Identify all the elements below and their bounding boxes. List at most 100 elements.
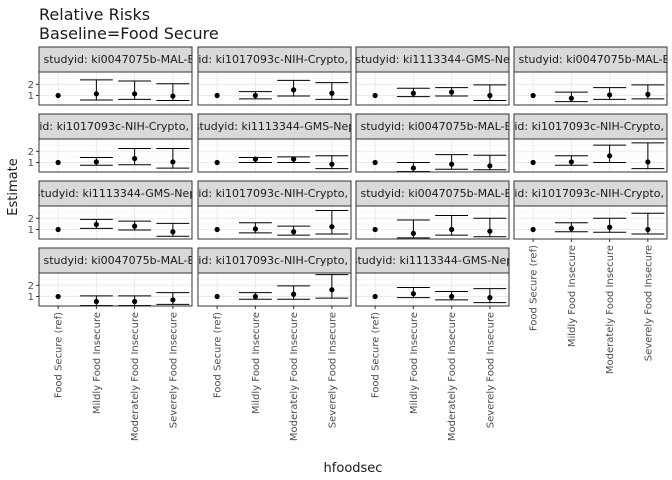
facet-panel: yid: ki1017093c-NIH-Crypto, s Food Secure… [513, 180, 668, 374]
estimate-point [645, 159, 651, 165]
facet-strip-label: , studyid: ki0047075b-MAL-E [37, 53, 195, 66]
x-tick-label: Moderately Food Insecure [605, 245, 616, 374]
chart-subtitle: Baseline=Food Secure [39, 24, 219, 43]
facet-strip [355, 46, 510, 73]
estimate-point [449, 89, 455, 95]
plot-background [356, 72, 509, 105]
estimate-point [372, 159, 378, 166]
estimate-point [214, 226, 220, 233]
estimate-point [410, 291, 416, 297]
estimate-point [55, 226, 61, 233]
estimate-point [530, 159, 536, 166]
estimate-point [329, 90, 335, 96]
y-tick-label: 2 [28, 147, 34, 158]
panel-border [513, 138, 668, 173]
facet-panel: studyid: ki1113344-GMS-Nep Food Secure (r… [352, 247, 513, 441]
facet-strip [197, 247, 352, 274]
panel-border [38, 138, 193, 173]
estimate-point [170, 229, 176, 235]
estimate-point [372, 293, 378, 300]
estimate-point [291, 229, 297, 235]
facet-strip-label: yid: ki1017093c-NIH-Crypto, s [192, 187, 358, 200]
estimate-point [214, 159, 220, 166]
panel-border [38, 71, 193, 106]
facet-panel: studyid: ki1113344-GMS-Ne [355, 46, 510, 106]
facet-strip-label: , studyid: ki0047075b-MAL-E [354, 120, 512, 133]
estimate-point [410, 90, 416, 96]
panel-border [355, 272, 510, 307]
panel-border [355, 71, 510, 106]
estimate-point [607, 153, 613, 159]
estimate-point [329, 287, 335, 293]
x-tick-label: Severely Food Insecure [327, 312, 338, 428]
panel-border [197, 272, 352, 307]
facet-panel: yid: ki1017093c-NIH-Crypto, s 12 [28, 113, 199, 173]
plot-background [356, 206, 509, 239]
panel-border [197, 71, 352, 106]
estimate-point [410, 230, 416, 237]
facet-panel: yid: ki1017093c-NIH-Crypto, s Food Secure… [197, 247, 352, 441]
panel-border [197, 205, 352, 240]
estimate-point [645, 91, 651, 97]
plot-background [198, 72, 351, 105]
plot-background [39, 139, 192, 172]
estimate-point [372, 226, 378, 233]
plot-background [39, 273, 192, 306]
facet-strip-label: studyid: ki1113344-GMS-Nep [352, 254, 513, 267]
facet-strip-label: studyid: ki1113344-GMS-Nep [194, 120, 355, 133]
x-tick-label: Food Secure (ref) [54, 312, 65, 398]
panel-border [513, 205, 668, 240]
facet-strip-label: yid: ki1017093c-NIH-Crypto, s [192, 53, 358, 66]
estimate-point [132, 155, 138, 162]
estimate-point [93, 91, 99, 97]
estimate-point [487, 228, 493, 234]
estimate-point [329, 224, 335, 230]
estimate-point [607, 92, 613, 98]
x-tick-label: Moderately Food Insecure [447, 312, 458, 441]
facet-strip [513, 180, 668, 207]
estimate-point [93, 298, 99, 305]
plot-background [39, 72, 192, 105]
estimate-point [645, 226, 651, 233]
x-tick-label: Moderately Food Insecure [130, 312, 141, 441]
x-tick-label: Mildly Food Insecure [567, 245, 578, 347]
panel-border [355, 138, 510, 173]
facet-panel: yid: ki1017093c-NIH-Crypto, s [508, 113, 672, 173]
y-tick-label: 1 [28, 292, 34, 303]
estimate-point [372, 92, 378, 99]
y-tick-label: 1 [28, 158, 34, 169]
facet-strip [197, 46, 352, 73]
panel-border [38, 205, 193, 240]
facet-strip [38, 46, 193, 73]
facet-strip-label: yid: ki1017093c-NIH-Crypto, s [33, 120, 199, 133]
panel-border [355, 205, 510, 240]
estimate-point [170, 159, 176, 165]
facet-strip [197, 180, 352, 207]
plot-background [514, 72, 667, 105]
facet-strip-label: , studyid: ki0047075b-MAL-E [354, 187, 512, 200]
estimate-point [132, 298, 138, 305]
facet-strip [513, 113, 668, 140]
estimate-point [568, 95, 574, 101]
panel-border [38, 272, 193, 307]
panel-border [197, 138, 352, 173]
estimate-point [55, 293, 61, 300]
estimate-point [252, 156, 258, 162]
facet-strip [197, 113, 352, 140]
plot-background [39, 206, 192, 239]
x-tick-label: Moderately Food Insecure [289, 312, 300, 441]
facet-strip-label: yid: ki1017093c-NIH-Crypto, s [508, 120, 672, 133]
facet-strip [355, 247, 510, 274]
estimate-point [291, 291, 297, 297]
x-tick-label: Mildly Food Insecure [409, 312, 420, 414]
estimate-point [252, 92, 258, 99]
plot-background [514, 139, 667, 172]
facet-strip [513, 46, 668, 73]
estimate-point [449, 161, 455, 167]
estimate-point [214, 293, 220, 300]
plot-background [198, 273, 351, 306]
facet-panel: yid: ki1017093c-NIH-Crypto, s [192, 180, 358, 240]
estimate-point [487, 163, 493, 169]
